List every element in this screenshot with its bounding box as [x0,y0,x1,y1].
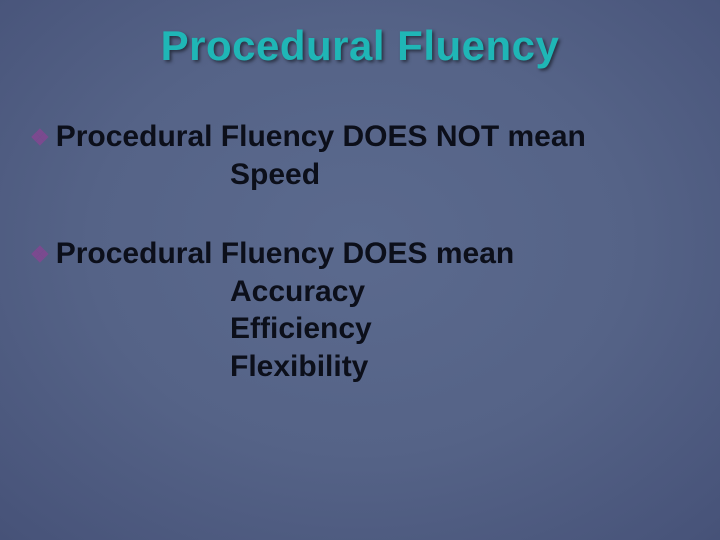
bullet-block-0: ❖ Procedural Fluency DOES NOT mean Speed [30,118,690,193]
diamond-bullet-icon: ❖ [30,124,50,152]
slide-title: Procedural Fluency [0,22,720,70]
diamond-bullet-icon: ❖ [30,241,50,269]
bullet-subitem: Efficiency [30,310,690,348]
slide-body: ❖ Procedural Fluency DOES NOT mean Speed… [30,118,690,427]
bullet-subitem: Flexibility [30,348,690,386]
bullet-lead-text: Procedural Fluency DOES NOT mean [56,118,690,156]
bullet-lead-row: ❖ Procedural Fluency DOES NOT mean [30,118,690,156]
bullet-lead-text: Procedural Fluency DOES mean [56,235,690,273]
bullet-lead-row: ❖ Procedural Fluency DOES mean [30,235,690,273]
bullet-subitem: Speed [30,156,690,194]
bullet-block-1: ❖ Procedural Fluency DOES mean Accuracy … [30,235,690,385]
bullet-subitem: Accuracy [30,273,690,311]
